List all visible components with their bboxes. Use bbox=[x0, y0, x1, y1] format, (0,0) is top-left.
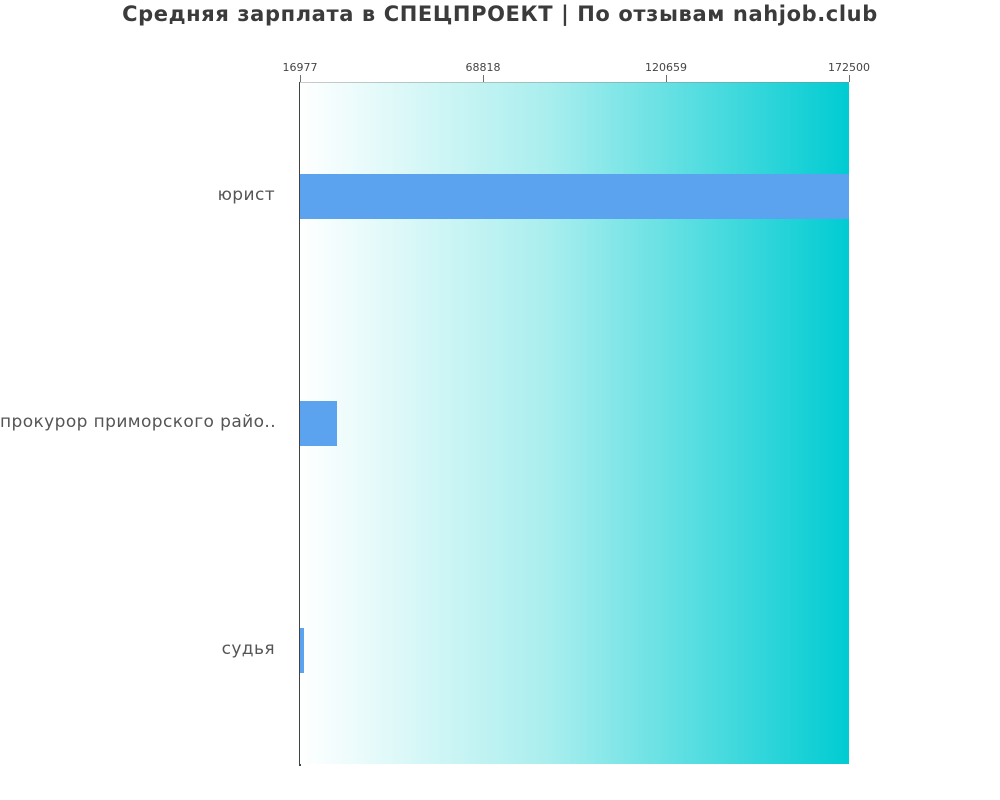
bar-prokuror bbox=[300, 401, 338, 446]
x-tick-mark-0 bbox=[300, 75, 301, 82]
category-label-sudya: судья bbox=[221, 639, 275, 659]
bar-yurist bbox=[300, 174, 849, 219]
x-tick-mark-2 bbox=[666, 75, 667, 82]
x-axis-tick-labels: 16977 68818 120659 172500 bbox=[283, 61, 871, 75]
category-label-prokuror: прокурор приморского райо.. bbox=[0, 412, 275, 432]
x-tick-label-0: 16977 bbox=[282, 61, 318, 74]
x-tick-mark-1 bbox=[482, 75, 484, 82]
bar-row-prokuror bbox=[300, 310, 849, 537]
bar-row-yurist bbox=[300, 83, 849, 310]
x-tick-mark-3 bbox=[849, 75, 850, 82]
bar-sudya bbox=[300, 628, 304, 673]
x-axis-tick-marks bbox=[300, 75, 850, 82]
chart-title: Средняя зарплата в СПЕЦПРОЕКТ | По отзыв… bbox=[122, 2, 878, 26]
category-label-yurist: юрист bbox=[217, 185, 275, 205]
bar-row-sudya bbox=[300, 537, 849, 764]
x-tick-label-3: 172500 bbox=[828, 61, 870, 74]
y-axis-category-labels: юрист прокурор приморского райо.. судья bbox=[0, 82, 288, 763]
x-tick-label-1: 68818 bbox=[465, 61, 501, 74]
plot-area bbox=[300, 82, 849, 764]
x-tick-label-2: 120659 bbox=[645, 61, 687, 74]
